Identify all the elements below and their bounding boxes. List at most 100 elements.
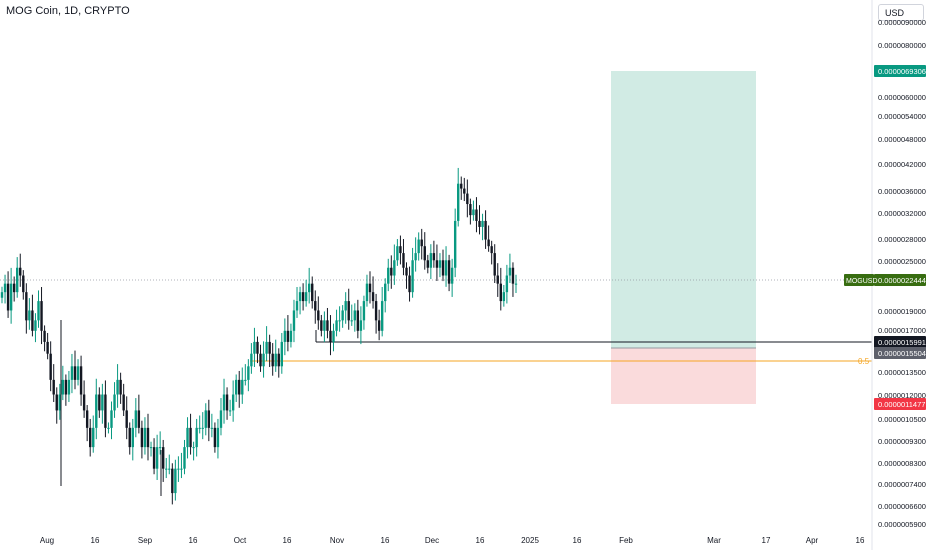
candle	[131, 418, 134, 461]
candle	[134, 398, 138, 438]
candle	[453, 208, 457, 278]
candle	[359, 306, 363, 345]
candles	[0, 167, 518, 505]
candle	[110, 401, 113, 440]
candle	[107, 422, 110, 434]
candle	[34, 313, 37, 343]
price-tick-label: 0.0000005900	[878, 520, 926, 529]
price-axis[interactable]: 0.0000090000 0.0000080000 0.0000060000 0.00…	[878, 18, 926, 529]
candle	[0, 286, 4, 304]
candle	[168, 454, 171, 475]
candle	[92, 415, 95, 453]
time-tick-label: Sep	[138, 536, 153, 545]
candle	[332, 323, 335, 352]
price-tick-label: 0.0000025000	[878, 257, 926, 266]
candle	[31, 294, 34, 337]
candle	[155, 434, 159, 480]
candle	[262, 341, 265, 378]
candle	[204, 403, 207, 436]
candle	[350, 304, 353, 326]
candle	[362, 295, 366, 330]
candle	[174, 459, 177, 501]
candle	[244, 364, 247, 386]
candle	[450, 258, 454, 297]
drawing-lines[interactable]: 0.5	[0, 279, 872, 366]
candle	[429, 244, 433, 280]
price-tick-label: 0.0000054000	[878, 112, 926, 121]
candle	[384, 278, 387, 313]
candle	[478, 205, 481, 235]
price-tick-label: 0.0000017000	[878, 326, 926, 335]
price-tick-label: 0.0000090000	[878, 18, 926, 27]
candle	[393, 244, 396, 285]
current-price-tag	[874, 274, 926, 286]
candle	[475, 197, 478, 233]
candle	[265, 326, 268, 362]
candle	[463, 177, 466, 202]
target-zone[interactable]	[611, 71, 756, 348]
candle	[247, 359, 250, 392]
candle	[353, 303, 357, 332]
position-zones[interactable]	[611, 71, 756, 404]
candle	[402, 239, 405, 276]
time-tick-label: 16	[283, 536, 292, 545]
candle	[268, 334, 271, 367]
candle	[165, 458, 168, 479]
candle	[420, 228, 423, 260]
candle	[128, 422, 131, 455]
candle	[238, 370, 241, 408]
candle	[119, 372, 122, 404]
candle	[347, 288, 350, 330]
candle	[481, 213, 484, 241]
candle	[356, 299, 360, 339]
time-tick-label: Nov	[330, 536, 344, 545]
time-tick-label: 17	[762, 536, 771, 545]
candle	[368, 271, 372, 304]
candle	[323, 311, 326, 343]
candle	[198, 415, 201, 434]
price-tick-label: 0.0000048000	[878, 135, 926, 144]
candle	[222, 378, 226, 424]
price-tick-label: 0.0000009300	[878, 437, 926, 446]
candle	[228, 399, 232, 416]
time-tick-label: Apr	[806, 536, 819, 545]
price-tick-label: 0.0000028000	[878, 235, 926, 244]
candle	[377, 309, 381, 341]
fib-level-label: 0.5	[858, 357, 870, 366]
candle	[426, 254, 429, 274]
time-tick-label: Dec	[425, 536, 439, 545]
candle	[161, 439, 165, 482]
candle	[435, 244, 439, 282]
time-tick-label: 2025	[521, 536, 539, 545]
candle	[70, 353, 74, 394]
candle	[152, 438, 156, 475]
candle	[180, 452, 183, 479]
candle	[295, 287, 299, 318]
candle	[499, 267, 502, 311]
time-tick-label: 16	[189, 536, 198, 545]
candle	[210, 413, 214, 438]
time-axis[interactable]: Aug 16 Sep 16 Oct 16 Nov 16 Dec 16 2025 16 Feb Mar 17 A…	[40, 536, 865, 545]
time-tick-label: Aug	[40, 536, 54, 545]
price-tick-label: 0.0000042000	[878, 160, 926, 169]
candle	[292, 299, 296, 343]
time-tick-label: Mar	[707, 536, 721, 545]
candle	[76, 359, 80, 386]
candle	[22, 270, 25, 300]
candle	[64, 374, 68, 406]
candle	[125, 396, 128, 440]
candle	[225, 387, 229, 420]
price-tick-label: 0.0000032000	[878, 209, 926, 218]
stop-zone[interactable]	[611, 348, 756, 404]
candle	[387, 258, 390, 292]
entry-line-price-tag	[874, 336, 926, 348]
candle	[484, 210, 487, 249]
candle	[505, 264, 509, 304]
currency-button[interactable]: USD	[878, 4, 924, 21]
candle	[95, 378, 98, 440]
time-tick-label: 16	[381, 536, 390, 545]
candle	[253, 327, 256, 367]
entry-price-tag-text: 0.0000015504	[878, 349, 926, 358]
candle	[371, 276, 375, 309]
